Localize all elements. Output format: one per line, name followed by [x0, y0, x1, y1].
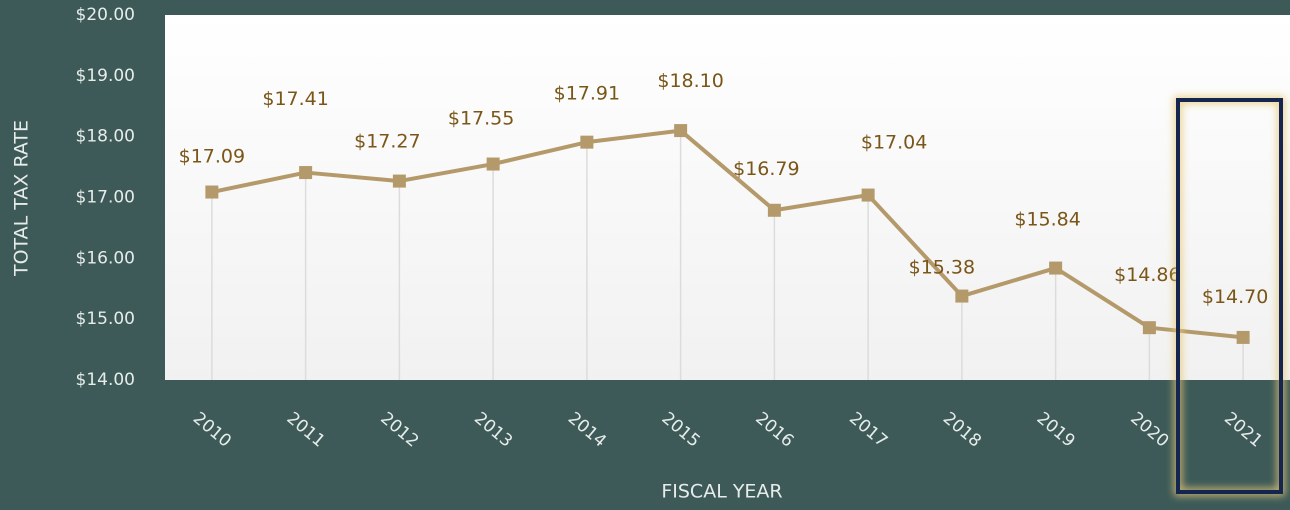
y-tick-label: $16.00 — [76, 248, 135, 268]
y-tick-label: $18.00 — [76, 127, 135, 147]
data-label: $17.91 — [554, 83, 620, 105]
data-label: $14.70 — [1202, 286, 1268, 308]
x-tick-label: 2021 — [1220, 408, 1266, 451]
x-tick-label: 2015 — [658, 408, 704, 451]
data-label: $17.41 — [262, 88, 328, 110]
x-tick-label: 2014 — [564, 408, 610, 451]
y-tick-label: $15.00 — [76, 309, 135, 329]
series-line — [211, 128, 1244, 340]
data-label: $17.27 — [354, 131, 420, 153]
y-tick-label: $14.00 — [76, 370, 135, 390]
data-label: $15.84 — [1014, 209, 1080, 231]
y-tick-label: $19.00 — [76, 66, 135, 86]
highlight-box — [1176, 98, 1283, 494]
x-tick-label: 2011 — [283, 408, 329, 451]
data-label: $14.86 — [1114, 264, 1180, 286]
marker — [299, 166, 313, 180]
marker — [861, 188, 875, 202]
y-tick-label: $20.00 — [76, 5, 135, 25]
marker — [955, 289, 969, 303]
x-tick-label: 2016 — [751, 408, 797, 451]
plot-area — [165, 15, 1290, 380]
x-tick-label: 2013 — [470, 408, 516, 451]
x-tick-label: 2020 — [1126, 408, 1172, 451]
x-tick-label: 2012 — [376, 408, 422, 451]
marker — [1142, 321, 1156, 335]
y-axis-title: TOTAL TAX RATE — [11, 120, 33, 277]
data-label: $17.55 — [448, 108, 514, 130]
x-tick-label: 2017 — [845, 408, 891, 451]
y-tick-label: $17.00 — [76, 188, 135, 208]
x-axis-title: FISCAL YEAR — [661, 481, 782, 503]
data-label: $18.10 — [657, 70, 723, 92]
marker — [767, 203, 781, 217]
data-label: $15.38 — [909, 257, 975, 279]
x-tick-label: 2010 — [189, 408, 235, 451]
data-label: $16.79 — [733, 158, 799, 180]
marker — [392, 174, 406, 188]
marker — [1049, 261, 1063, 275]
marker — [205, 185, 219, 199]
data-label: $17.09 — [179, 146, 245, 168]
marker — [486, 157, 500, 171]
data-label: $17.04 — [861, 132, 927, 154]
x-tick-label: 2018 — [939, 408, 985, 451]
x-tick-label: 2019 — [1033, 408, 1079, 451]
marker — [1236, 330, 1250, 344]
marker — [674, 124, 688, 138]
marker — [580, 135, 594, 149]
